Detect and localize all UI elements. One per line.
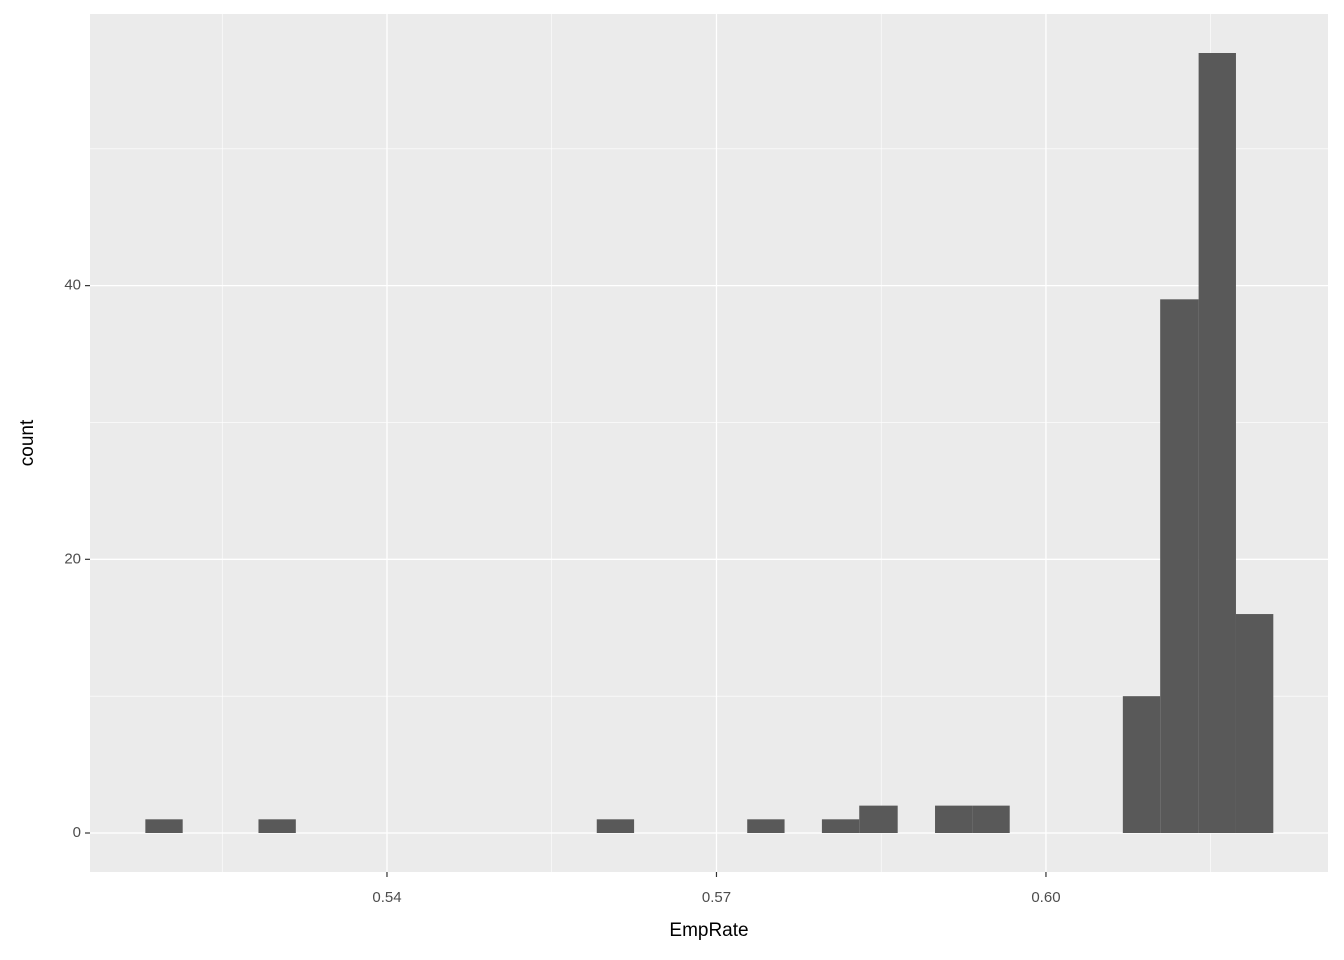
y-tick-label: 40 [64, 277, 81, 294]
bar [821, 819, 860, 833]
bar [596, 819, 635, 833]
x-axis-title: EmpRate [669, 920, 748, 941]
bar [1160, 299, 1199, 833]
bar [859, 805, 898, 833]
y-tick-label: 20 [64, 550, 81, 567]
panel [90, 14, 1328, 872]
x-tick-label: 0.57 [702, 889, 731, 906]
bar [1198, 53, 1236, 833]
bar [1122, 696, 1161, 833]
bar [935, 805, 973, 833]
x-tick-label: 0.54 [372, 889, 401, 906]
grid [90, 14, 1328, 872]
bar [972, 805, 1010, 833]
x-tick-label: 0.60 [1031, 889, 1060, 906]
bar [1235, 614, 1274, 833]
bar [258, 819, 296, 833]
bars [145, 53, 1274, 833]
y-axis-title: count [17, 419, 38, 466]
y-tick-label: 0 [73, 824, 81, 841]
bar [145, 819, 183, 833]
bar [747, 819, 785, 833]
